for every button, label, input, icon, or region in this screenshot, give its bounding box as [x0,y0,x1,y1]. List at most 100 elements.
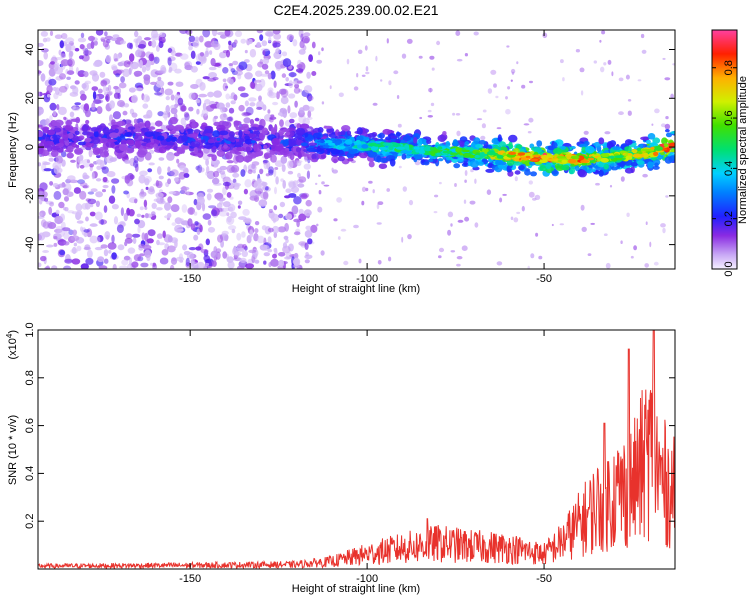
heat-cell [226,116,233,122]
heat-cell [289,112,298,119]
heat-cell [81,83,87,89]
heat-cell [63,241,70,246]
heat-cell [236,232,242,241]
heat-cell [248,38,253,45]
heat-cell [87,191,95,195]
heat-cell [401,153,407,160]
heat-cell [640,136,650,141]
heat-cell [401,53,407,59]
heat-cell [82,124,88,133]
heat-cell [41,231,51,238]
heat-cell [204,259,212,263]
heat-cell [600,157,609,163]
heat-cell [146,254,151,262]
heat-cell [55,209,60,215]
heat-cell [134,218,140,225]
heat-cell [368,180,373,184]
heat-cell [190,50,196,59]
heat-cell [407,234,412,240]
heat-cell [279,201,286,208]
heat-cell [532,154,541,158]
heat-cell [111,234,115,244]
heat-cell [83,103,90,112]
y-tick-label: 0.8 [24,370,36,385]
heat-cell [254,221,260,226]
heat-cell [167,166,171,173]
heat-cell [119,40,126,45]
heat-cell [607,59,612,65]
heat-cell [300,142,308,147]
heat-cell [313,132,322,138]
heat-cell [304,242,309,250]
heat-cell [605,262,611,269]
heat-cell [155,120,163,127]
heat-cell [372,102,378,106]
heat-cell [577,170,588,178]
heat-cell [496,127,502,130]
heat-cell [84,80,92,85]
heat-cell [228,107,235,114]
heat-cell [129,174,135,180]
heat-cell [287,160,294,169]
heat-cell [273,80,277,88]
heat-cell [40,255,47,262]
heat-cell [480,135,486,141]
heat-cell [240,169,246,177]
heat-cell [227,261,235,269]
heat-cell [322,145,330,149]
heat-cell [188,247,197,251]
heat-cell [89,235,98,244]
heat-cell [50,61,55,65]
heat-cell [305,199,312,207]
heat-cell [91,137,101,145]
heat-cell [310,224,318,233]
heat-cell [647,133,656,140]
heat-cell [59,73,66,80]
heat-cell [268,36,272,43]
heat-cell [281,51,288,57]
heat-cell [395,146,406,150]
heat-cell [167,178,172,185]
heat-cell [222,181,231,187]
heat-cell [510,216,514,221]
heat-cell [202,152,211,161]
heat-cell [195,99,201,104]
heat-cell [257,235,265,244]
heat-cell [436,152,441,157]
heat-cell [365,187,369,192]
heat-cell [198,35,204,43]
heat-cell [328,142,335,146]
heat-cell [478,140,487,145]
heat-cell [453,163,461,169]
heat-cell [404,144,410,150]
heat-cell [647,161,654,169]
heat-cell [273,168,277,178]
heat-cell [165,105,170,114]
heat-cell [98,265,108,269]
heat-cell [119,220,126,225]
heat-cell [251,164,256,169]
heat-cell [267,109,271,114]
heat-cell [600,66,605,73]
heat-cell [294,83,300,89]
heat-cell [165,142,175,146]
heat-cell [323,184,330,187]
heat-cell [93,40,98,46]
heat-cell [287,105,291,114]
heat-cell [235,141,244,148]
heat-cell [187,133,198,138]
heat-cell [319,142,326,146]
heat-cell [505,108,511,115]
heat-cell [618,77,624,82]
heat-cell [337,155,345,162]
heat-cell [227,136,236,142]
heat-cell [380,79,383,82]
heat-cell [142,103,149,109]
heat-cell [100,219,104,225]
heat-cell [221,230,229,236]
heat-cell [39,199,43,205]
heat-cell [42,191,48,198]
heat-cell [562,77,565,82]
heat-cell [170,204,180,213]
heat-cell [120,139,127,146]
